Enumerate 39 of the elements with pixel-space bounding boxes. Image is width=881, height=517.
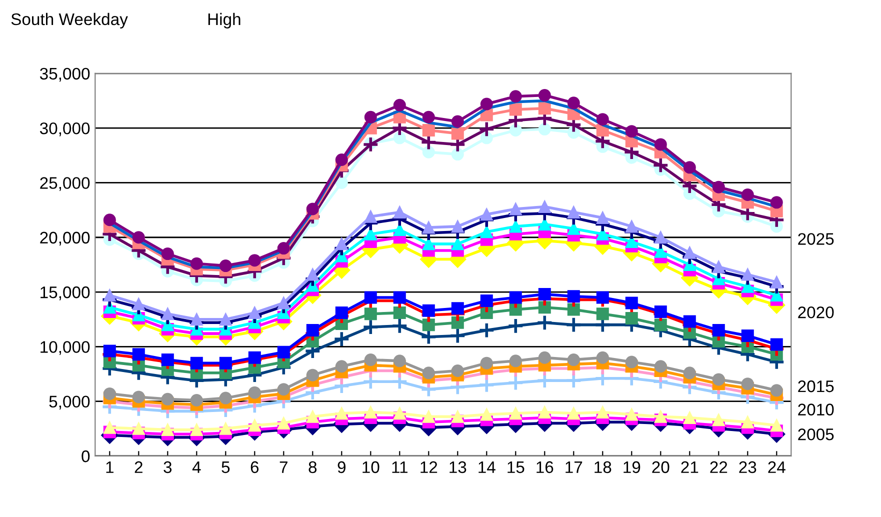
x-tick-label: 13 <box>450 461 466 474</box>
x-tick-label: 3 <box>164 461 172 474</box>
x-tick-label: 2 <box>134 461 142 473</box>
chart-subtitle: High <box>208 12 240 28</box>
x-tick-label: 6 <box>250 461 259 474</box>
x-tick-label: 1 <box>106 461 114 473</box>
x-tick-label: 7 <box>280 461 288 473</box>
y-tick-label: 5,000 <box>49 396 90 410</box>
x-tick-label: 10 <box>362 461 380 474</box>
y-tick-label: 25,000 <box>40 177 90 191</box>
x-tick-label: 12 <box>420 461 438 473</box>
x-tick-label: 18 <box>594 461 612 474</box>
y-tick-label: 10,000 <box>40 341 90 355</box>
x-tick-label: 23 <box>739 461 756 474</box>
x-tick-label: 24 <box>768 461 786 473</box>
chart-title: South Weekday <box>11 12 128 28</box>
text: 2010 <box>798 404 834 416</box>
x-tick-label: 4 <box>192 461 201 473</box>
x-tick-label: 8 <box>308 461 317 474</box>
y-tick-label: 30,000 <box>40 122 90 136</box>
y-tick-label: 15,000 <box>40 286 90 300</box>
x-tick-label: 21 <box>681 461 698 473</box>
x-tick-label: 17 <box>566 461 582 473</box>
x-tick-label: 16 <box>536 461 554 474</box>
text: 2015 <box>798 380 834 392</box>
text: 2020 <box>798 306 834 318</box>
x-tick-label: 15 <box>508 461 524 474</box>
x-tick-label: 22 <box>710 461 728 473</box>
y-tick-label: 20,000 <box>40 232 90 246</box>
text: 2005 <box>798 428 834 440</box>
x-tick-label: 20 <box>652 461 670 474</box>
x-tick-label: 11 <box>392 461 408 473</box>
x-tick-label: 14 <box>478 461 496 473</box>
x-tick-label: 9 <box>338 461 346 474</box>
x-tick-label: 19 <box>624 461 640 474</box>
text: 2025 <box>798 233 834 245</box>
y-tick-label: 35,000 <box>40 68 90 82</box>
x-tick-label: 5 <box>222 461 230 474</box>
y-tick-label: 0 <box>82 450 90 462</box>
